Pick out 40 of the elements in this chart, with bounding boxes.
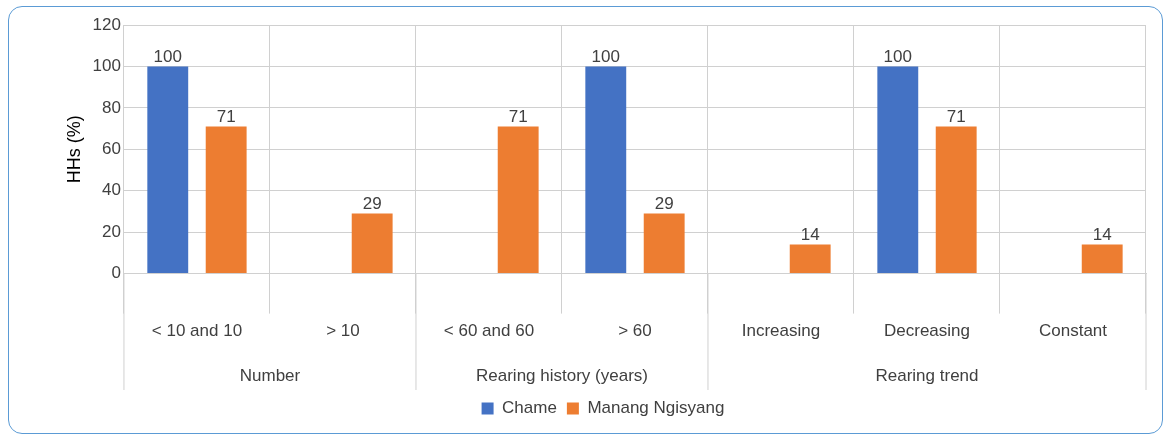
data-label: 71 <box>946 107 966 127</box>
y-axis-title: HHs (%) <box>63 115 84 184</box>
y-tick-label: 120 <box>92 14 121 34</box>
x-tick-label: < 60 and 60 <box>443 321 535 341</box>
data-label: 100 <box>883 47 912 67</box>
data-label: 29 <box>362 194 382 214</box>
data-label: 100 <box>153 47 182 67</box>
data-label: 29 <box>654 194 674 214</box>
y-tick-label: 0 <box>111 263 121 283</box>
bar <box>585 66 627 274</box>
legend-label: Manang Ngisyang <box>587 398 725 418</box>
x-tick-label: Increasing <box>741 321 821 341</box>
x-tick-label: Decreasing <box>883 321 970 341</box>
y-tick-label: 80 <box>102 97 121 117</box>
bar <box>643 213 685 274</box>
bar <box>497 126 539 274</box>
x-tick-label: < 10 and 10 <box>151 321 243 341</box>
data-label: 100 <box>591 47 620 67</box>
x-tick-label: > 60 <box>618 321 652 341</box>
data-label: 14 <box>800 225 820 245</box>
text: Rearing history (years) <box>476 365 648 385</box>
bar <box>935 126 977 274</box>
data-label: 71 <box>216 107 236 127</box>
text: Rearing trend <box>875 365 979 385</box>
y-tick-label: 40 <box>102 180 121 200</box>
bar <box>877 66 919 274</box>
data-label: 71 <box>508 107 528 127</box>
bar <box>147 66 189 274</box>
legend-label: Chame <box>502 398 557 418</box>
x-tick-label: Constant <box>1038 321 1108 341</box>
bar <box>351 213 393 274</box>
bar <box>789 244 831 274</box>
data-label: 14 <box>1092 225 1112 245</box>
y-tick-label: 100 <box>92 56 121 76</box>
y-tick-label: 60 <box>102 138 121 158</box>
x-tick-label: > 10 <box>326 321 360 341</box>
text: Number <box>239 365 301 385</box>
y-tick-label: 20 <box>102 221 121 241</box>
bar <box>1081 244 1123 274</box>
bar <box>205 126 247 274</box>
